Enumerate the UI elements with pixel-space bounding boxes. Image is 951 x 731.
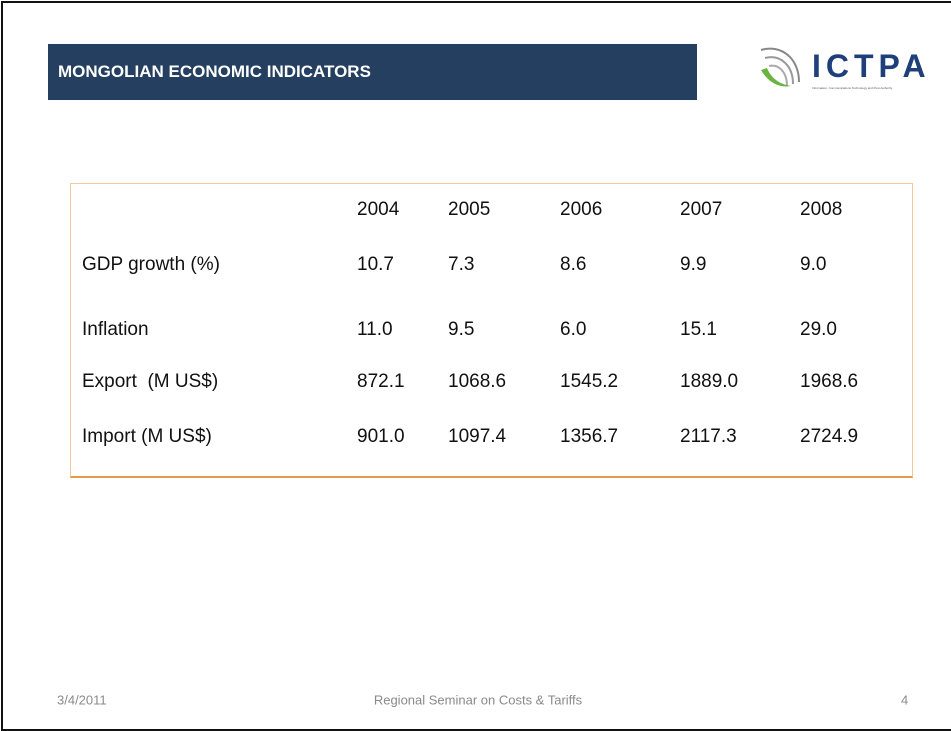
table-cell: 2117.3 bbox=[680, 426, 737, 447]
footer-title: Regional Seminar on Costs & Tariffs bbox=[373, 692, 583, 708]
column-header: 2004 bbox=[357, 199, 400, 220]
table-cell: 7.3 bbox=[448, 254, 475, 275]
table-cell: 901.0 bbox=[357, 426, 405, 447]
row-label: Import (M US$) bbox=[82, 426, 212, 447]
column-header: 2008 bbox=[800, 199, 843, 220]
table-cell: 872.1 bbox=[357, 371, 405, 392]
table-cell: 9.9 bbox=[680, 254, 707, 275]
table-cell: 9.0 bbox=[800, 254, 827, 275]
column-header: 2006 bbox=[560, 199, 603, 220]
column-header: 2005 bbox=[448, 199, 491, 220]
page-number: 4 bbox=[901, 692, 909, 708]
table-cell: 1097.4 bbox=[448, 426, 507, 447]
slide-title: MONGOLIAN ECONOMIC INDICATORS bbox=[58, 62, 371, 81]
table-cell: 1889.0 bbox=[680, 371, 739, 392]
table-cell: 1545.2 bbox=[560, 371, 619, 392]
table-cell: 1068.6 bbox=[448, 371, 507, 392]
table-cell: 2724.9 bbox=[800, 426, 859, 447]
title-bar: MONGOLIAN ECONOMIC INDICATORS bbox=[48, 44, 697, 100]
column-header: 2007 bbox=[680, 199, 723, 220]
table-cell: 10.7 bbox=[357, 254, 394, 275]
table-cell: 9.5 bbox=[448, 319, 475, 340]
table-cell: 6.0 bbox=[560, 319, 587, 340]
logo-subtitle: Information, Communications Technology a… bbox=[812, 86, 893, 90]
table-cell: 1968.6 bbox=[800, 371, 859, 392]
row-label: Inflation bbox=[82, 319, 149, 340]
row-label: Export (M US$) bbox=[82, 371, 219, 392]
table-cell: 1356.7 bbox=[560, 426, 619, 447]
logo-text: ICTPA bbox=[812, 48, 931, 84]
table-frame bbox=[70, 183, 913, 478]
row-label: GDP growth (%) bbox=[82, 254, 220, 275]
table-cell: 15.1 bbox=[680, 319, 717, 340]
footer-date: 3/4/2011 bbox=[57, 692, 107, 708]
table-cell: 11.0 bbox=[357, 319, 393, 340]
table-cell: 29.0 bbox=[800, 319, 837, 340]
table-cell: 8.6 bbox=[560, 254, 587, 275]
logo-icon bbox=[760, 47, 800, 87]
